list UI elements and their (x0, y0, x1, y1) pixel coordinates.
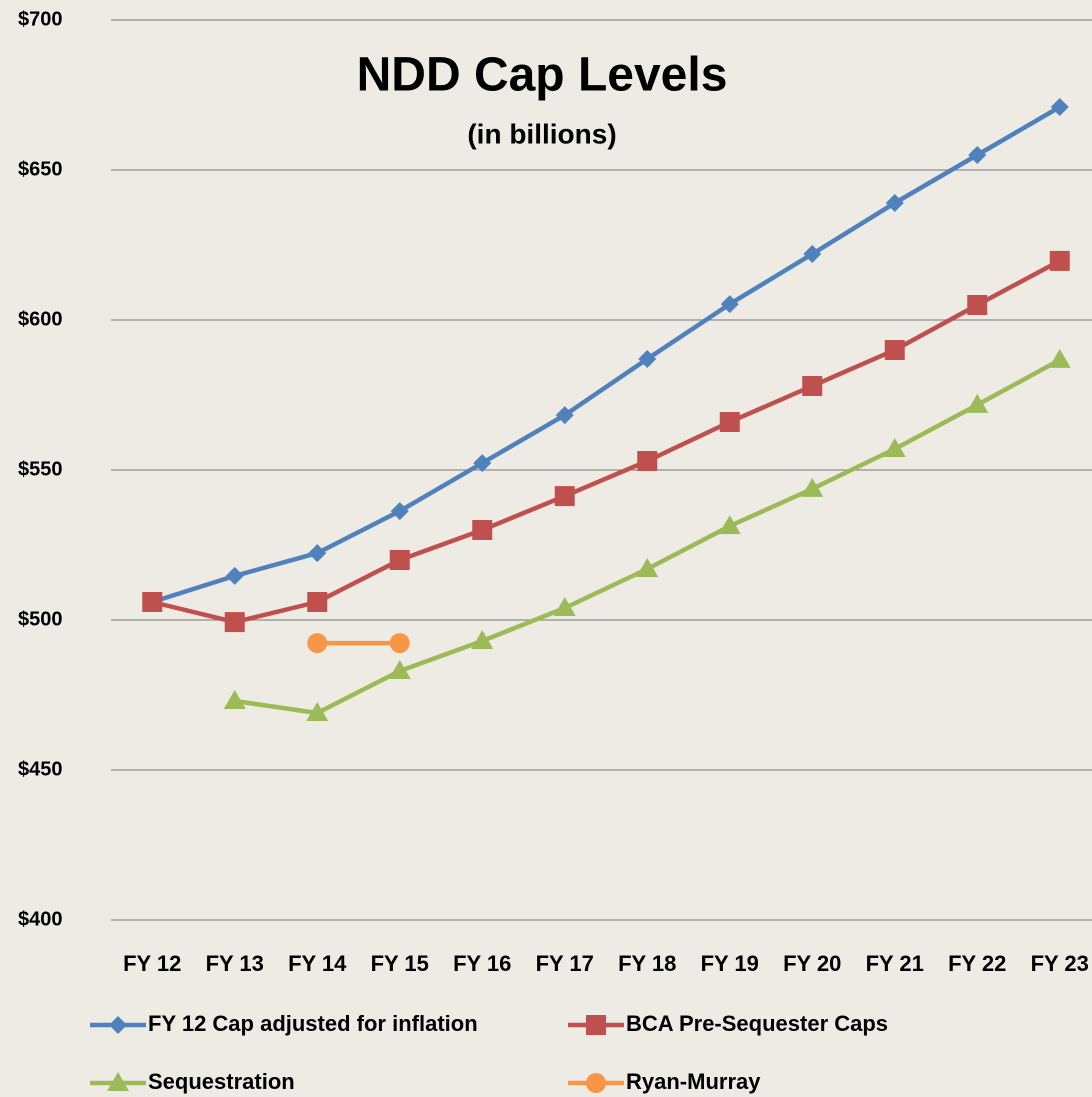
marker (720, 295, 739, 314)
chart-subtitle: (in billions) (467, 118, 616, 149)
chart-title: NDD Cap Levels (357, 49, 728, 102)
marker (884, 340, 905, 360)
marker (142, 592, 163, 612)
x-tick-label: FY 20 (783, 951, 841, 976)
marker (472, 520, 493, 540)
marker (307, 592, 328, 612)
marker (967, 295, 988, 315)
marker (224, 612, 245, 633)
x-tick-label: FY 23 (1031, 951, 1089, 976)
marker (388, 660, 411, 679)
marker (718, 515, 741, 535)
marker (637, 451, 658, 471)
marker (225, 566, 244, 585)
marker (471, 630, 494, 649)
x-tick-label: FY 13 (206, 951, 264, 976)
marker (803, 245, 822, 263)
marker (223, 690, 246, 709)
marker (885, 194, 904, 212)
x-tick-label: FY 21 (866, 951, 924, 976)
x-tick-label: FY 16 (453, 951, 511, 976)
marker (389, 633, 410, 654)
marker (801, 477, 824, 497)
y-tick-label: $700 (18, 8, 63, 30)
marker (586, 1015, 606, 1035)
marker (554, 486, 575, 507)
marker (306, 702, 329, 721)
marker (390, 502, 409, 521)
marker (638, 350, 657, 368)
marker (802, 376, 823, 396)
y-tick-label: $600 (18, 308, 63, 330)
marker (1048, 348, 1071, 368)
y-tick-label: $500 (18, 608, 63, 630)
y-tick-label: $650 (18, 158, 63, 180)
marker (636, 558, 659, 577)
y-tick-label: $550 (18, 458, 63, 480)
marker (107, 1072, 129, 1091)
x-tick-label: FY 12 (123, 951, 181, 976)
marker (586, 1073, 606, 1093)
marker (883, 438, 906, 457)
series-line (151, 258, 1061, 625)
marker (473, 454, 492, 473)
marker (555, 406, 574, 425)
x-tick-label: FY 19 (701, 951, 759, 976)
x-tick-label: FY 22 (948, 951, 1006, 976)
x-tick-label: FY 18 (618, 951, 676, 976)
x-tick-label: FY 14 (288, 951, 347, 976)
legend-label: Sequestration (148, 1069, 295, 1094)
marker (307, 633, 328, 654)
marker (308, 544, 327, 563)
marker (109, 1016, 127, 1034)
y-tick-label: $400 (18, 908, 63, 930)
marker (553, 597, 576, 616)
marker (1049, 250, 1070, 271)
y-tick-label: $450 (18, 758, 63, 780)
legend-label: BCA Pre-Sequester Caps (626, 1011, 888, 1036)
x-tick-label: FY 15 (371, 951, 429, 976)
series-line (151, 105, 1061, 605)
marker (389, 550, 410, 570)
legend-label: Ryan-Murray (626, 1069, 761, 1094)
legend-label: FY 12 Cap adjusted for inflation (148, 1011, 478, 1036)
x-tick-label: FY 17 (536, 951, 594, 976)
marker (1050, 98, 1069, 116)
marker (966, 393, 989, 413)
marker (968, 146, 987, 164)
marker (719, 412, 740, 432)
